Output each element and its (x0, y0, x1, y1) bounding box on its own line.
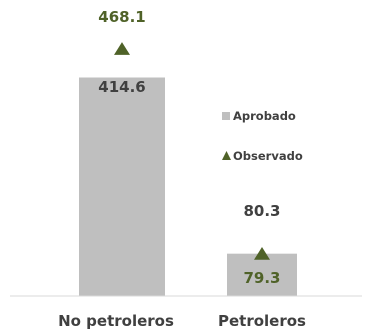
legend-swatch-observado (222, 151, 231, 160)
data-label-aprobado-0: 414.6 (98, 78, 145, 96)
category-labels: No petroleros Petroleros (58, 312, 306, 330)
markers-layer (114, 42, 270, 260)
legend-swatch-aprobado (222, 112, 230, 120)
labels-layer: 414.6 468.1 80.3 79.3 (98, 8, 280, 287)
category-label-1: Petroleros (218, 312, 306, 330)
category-label-0: No petroleros (58, 312, 174, 330)
legend: Aprobado Observado (222, 109, 303, 163)
bars-layer (79, 77, 297, 296)
data-label-observado-1: 79.3 (243, 269, 280, 287)
data-label-aprobado-1: 80.3 (243, 202, 280, 220)
bar-aprobado-1 (227, 253, 297, 296)
data-label-observado-0: 468.1 (98, 8, 145, 26)
legend-label-observado: Observado (233, 149, 303, 163)
bar-aprobado-0 (79, 77, 165, 296)
marker-observado-1 (254, 247, 270, 260)
marker-observado-0 (114, 42, 130, 55)
legend-label-aprobado: Aprobado (233, 109, 296, 123)
